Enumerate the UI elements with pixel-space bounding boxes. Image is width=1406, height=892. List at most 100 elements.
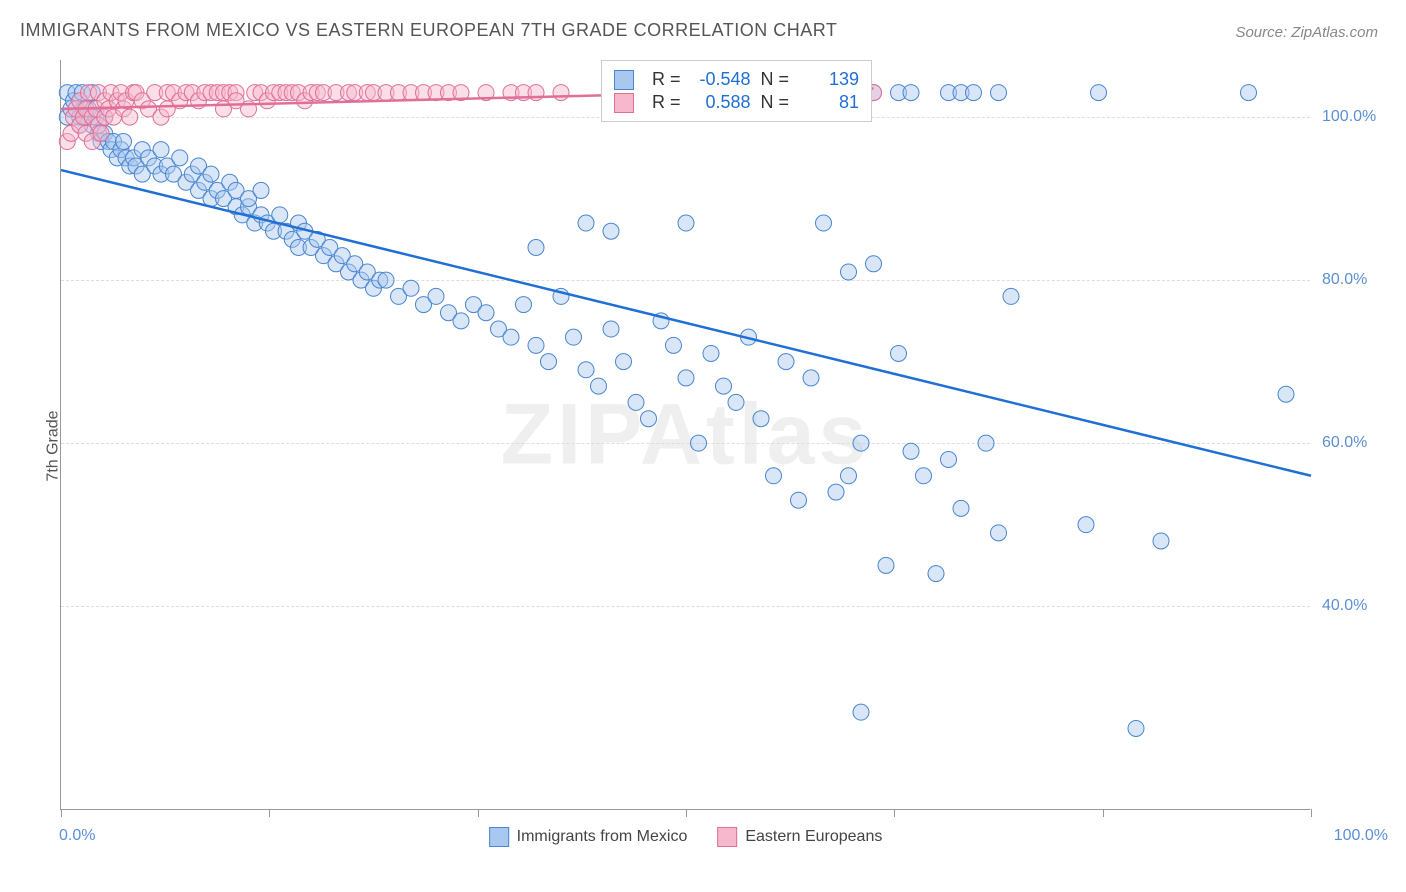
- legend-label-eastern: Eastern Europeans: [745, 828, 882, 846]
- scatter-point: [578, 215, 594, 231]
- scatter-point: [603, 223, 619, 239]
- scatter-point: [93, 125, 109, 141]
- scatter-point: [853, 435, 869, 451]
- scatter-point: [691, 435, 707, 451]
- scatter-point: [678, 370, 694, 386]
- scatter-point: [116, 134, 132, 150]
- x-axis-max-label: 100.0%: [1334, 827, 1388, 845]
- legend-swatch-eastern: [717, 827, 737, 847]
- bottom-legend: Immigrants from Mexico Eastern Europeans: [489, 827, 883, 847]
- scatter-point: [728, 394, 744, 410]
- scatter-point: [591, 378, 607, 394]
- scatter-point: [1003, 288, 1019, 304]
- scatter-point: [1091, 85, 1107, 101]
- scatter-point: [503, 329, 519, 345]
- scatter-point: [203, 166, 219, 182]
- stats-row-mexico: R = -0.548 N = 139: [614, 69, 859, 90]
- scatter-point: [841, 264, 857, 280]
- chart-title: IMMIGRANTS FROM MEXICO VS EASTERN EUROPE…: [20, 20, 837, 41]
- scatter-point: [641, 411, 657, 427]
- y-tick-label: 60.0%: [1322, 434, 1392, 452]
- y-tick-label: 80.0%: [1322, 271, 1392, 289]
- scatter-point: [616, 354, 632, 370]
- scatter-point: [841, 468, 857, 484]
- plot-area: ZIPAtlas 40.0%60.0%80.0%100.0% 0.0% 100.…: [60, 60, 1310, 810]
- scatter-point: [1078, 517, 1094, 533]
- r-label: R =: [652, 69, 681, 90]
- scatter-point: [566, 329, 582, 345]
- scatter-point: [428, 288, 444, 304]
- x-tick: [686, 809, 687, 817]
- scatter-point: [953, 500, 969, 516]
- x-tick: [894, 809, 895, 817]
- legend-item-mexico: Immigrants from Mexico: [489, 827, 688, 847]
- scatter-point: [928, 566, 944, 582]
- x-tick: [61, 809, 62, 817]
- scatter-point: [903, 443, 919, 459]
- scatter-point: [1241, 85, 1257, 101]
- n-label: N =: [761, 69, 790, 90]
- r-value-mexico: -0.548: [691, 69, 751, 90]
- scatter-point: [628, 394, 644, 410]
- scatter-point: [666, 337, 682, 353]
- source-attribution: Source: ZipAtlas.com: [1235, 24, 1378, 41]
- scatter-point: [678, 215, 694, 231]
- legend-swatch-mexico: [489, 827, 509, 847]
- x-tick: [1103, 809, 1104, 817]
- scatter-point: [553, 85, 569, 101]
- y-tick-label: 40.0%: [1322, 597, 1392, 615]
- scatter-point: [253, 182, 269, 198]
- scatter-point: [541, 354, 557, 370]
- scatter-point: [778, 354, 794, 370]
- scatter-point: [716, 378, 732, 394]
- stats-row-eastern: R = 0.588 N = 81: [614, 92, 859, 113]
- y-tick-label: 100.0%: [1322, 108, 1392, 126]
- scatter-point: [991, 85, 1007, 101]
- scatter-point: [403, 280, 419, 296]
- scatter-point: [828, 484, 844, 500]
- scatter-point: [903, 85, 919, 101]
- scatter-point: [578, 362, 594, 378]
- scatter-point: [753, 411, 769, 427]
- scatter-point: [991, 525, 1007, 541]
- legend-item-eastern: Eastern Europeans: [717, 827, 882, 847]
- scatter-point: [966, 85, 982, 101]
- scatter-point: [122, 109, 138, 125]
- swatch-mexico: [614, 70, 634, 90]
- x-axis-min-label: 0.0%: [59, 827, 95, 845]
- scatter-point: [916, 468, 932, 484]
- scatter-svg: [61, 60, 1310, 809]
- scatter-point: [803, 370, 819, 386]
- scatter-point: [766, 468, 782, 484]
- scatter-point: [1153, 533, 1169, 549]
- x-tick: [1311, 809, 1312, 817]
- scatter-point: [272, 207, 288, 223]
- scatter-point: [878, 557, 894, 573]
- scatter-point: [378, 272, 394, 288]
- scatter-point: [172, 150, 188, 166]
- scatter-point: [866, 256, 882, 272]
- scatter-point: [853, 704, 869, 720]
- scatter-point: [478, 305, 494, 321]
- scatter-point: [528, 240, 544, 256]
- x-tick: [478, 809, 479, 817]
- correlation-stats-box: R = -0.548 N = 139 R = 0.588 N = 81: [601, 60, 872, 122]
- scatter-point: [941, 451, 957, 467]
- scatter-point: [603, 321, 619, 337]
- r-value-eastern: 0.588: [691, 92, 751, 113]
- legend-label-mexico: Immigrants from Mexico: [517, 828, 688, 846]
- n-label: N =: [761, 92, 790, 113]
- scatter-point: [153, 142, 169, 158]
- scatter-point: [1128, 720, 1144, 736]
- scatter-point: [891, 345, 907, 361]
- swatch-eastern: [614, 93, 634, 113]
- n-value-eastern: 81: [799, 92, 859, 113]
- scatter-point: [453, 313, 469, 329]
- scatter-point: [516, 297, 532, 313]
- n-value-mexico: 139: [799, 69, 859, 90]
- scatter-point: [703, 345, 719, 361]
- scatter-point: [1278, 386, 1294, 402]
- r-label: R =: [652, 92, 681, 113]
- scatter-point: [978, 435, 994, 451]
- scatter-point: [528, 337, 544, 353]
